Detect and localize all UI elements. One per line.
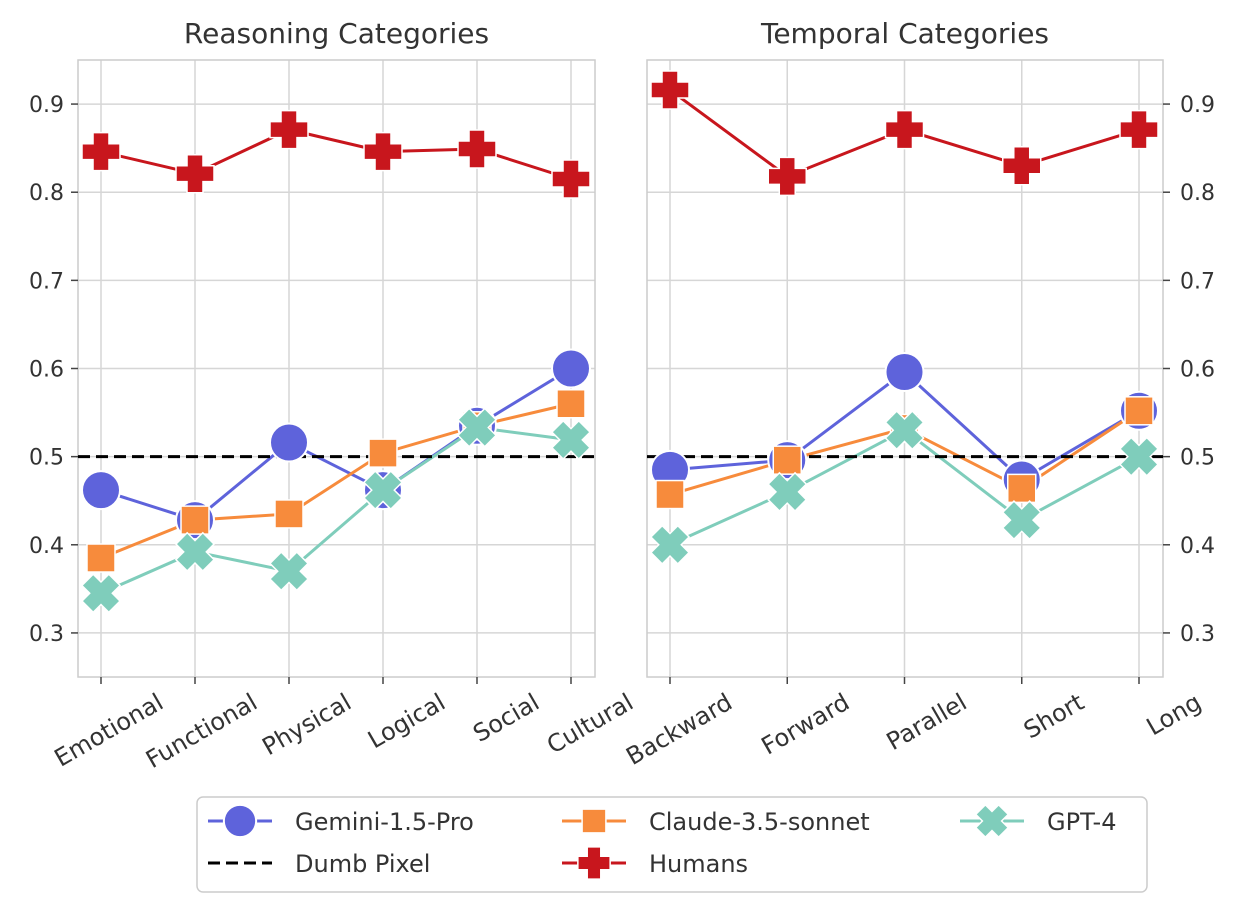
series-lines (100, 128, 572, 595)
point-gpt-4-logical (362, 469, 404, 511)
point-humans-backward (650, 70, 690, 110)
point-gpt-4-short (1001, 499, 1042, 541)
series-markers (649, 70, 1160, 565)
point-claude-3-5-sonnet-logical (368, 438, 398, 468)
legend: Gemini-1.5-Pro Claude-3.5-sonnet GPT-4 Dumb… (196, 796, 1148, 893)
y-tick-label: 0.5 (29, 446, 64, 471)
point-gemini-1-5-pro-cultural (551, 348, 591, 389)
legend-marker (222, 803, 258, 839)
legend-item-gemini-1-5-pro: Gemini-1.5-Pro (208, 803, 474, 839)
point-claude-3-5-sonnet-backward (655, 479, 685, 510)
point-gpt-4-cultural (550, 419, 592, 461)
point-humans-social (457, 129, 497, 169)
y-tick-label: 0.9 (1180, 93, 1215, 118)
legend-label: Humans (649, 850, 748, 878)
series-markers (80, 109, 592, 614)
point-claude-3-5-sonnet-cultural (556, 389, 586, 419)
legend-item-humans: Humans (562, 846, 748, 880)
x-tick-label-long: Long (1142, 688, 1206, 741)
x-tick-label-social: Social (468, 688, 544, 748)
point-claude-3-5-sonnet-forward (772, 445, 802, 475)
point-humans-functional (175, 153, 215, 194)
legend-marker (581, 808, 607, 834)
y-tick-label: 0.8 (1180, 181, 1215, 206)
legend-item-dumb-pixel: Dumb Pixel (208, 850, 430, 878)
x-tick-label-physical: Physical (257, 688, 356, 761)
y-tick-label: 0.8 (29, 181, 64, 206)
legend-marker (577, 846, 611, 880)
point-gemini-1-5-pro-emotional (81, 470, 121, 511)
y-tick-label: 0.3 (29, 622, 64, 647)
legend-label: Dumb Pixel (295, 850, 430, 878)
y-tick-label: 0.4 (29, 534, 64, 559)
point-humans-logical (363, 131, 403, 172)
y-tick-label: 0.4 (1180, 534, 1215, 559)
point-humans-emotional (81, 131, 121, 172)
point-claude-3-5-sonnet-short (1007, 473, 1037, 504)
legend-label: GPT-4 (1047, 808, 1116, 836)
point-gpt-4-physical (268, 551, 310, 592)
point-humans-physical (269, 109, 309, 150)
y-tick-label: 0.6 (29, 358, 64, 383)
series-line-gpt-4 (100, 425, 572, 595)
x-tick-label-backward: Backward (621, 688, 737, 771)
point-humans-cultural (551, 159, 591, 199)
temporal-panel: Temporal Categories 0.3 0.4 0.5 0.6 0.7 0.8 0.9… (621, 17, 1215, 771)
point-gpt-4-long (1118, 436, 1160, 477)
chart-title: Reasoning Categories (184, 17, 489, 50)
point-humans-forward (767, 156, 807, 197)
point-claude-3-5-sonnet-long (1124, 396, 1154, 426)
x-tick-label-parallel: Parallel (882, 688, 972, 756)
y-tick-label: 0.6 (1180, 358, 1215, 383)
y-tick-label: 0.7 (29, 269, 64, 294)
chart-title: Temporal Categories (760, 17, 1049, 50)
x-tick-label-short: Short (1019, 688, 1089, 744)
legend-label: Gemini-1.5-Pro (295, 808, 474, 836)
point-gpt-4-forward (767, 471, 808, 513)
legend-item-claude-3-5-sonnet: Claude-3.5-sonnet (562, 808, 870, 836)
point-humans-short (1002, 146, 1042, 186)
legend-frame (196, 796, 1148, 893)
point-claude-3-5-sonnet-functional (180, 505, 210, 535)
point-gemini-1-5-pro-parallel (884, 352, 925, 393)
series-line-claude-3-5-sonnet (100, 402, 572, 560)
x-tick-label-forward: Forward (757, 688, 855, 761)
point-gpt-4-parallel (884, 410, 925, 451)
point-gpt-4-social (456, 407, 498, 448)
y-tick-label: 0.3 (1180, 622, 1215, 647)
point-humans-parallel (884, 109, 925, 150)
reasoning-panel: Reasoning Categories 0.3 0.4 0.5 0.6 0.7 0.8 0.… (29, 17, 638, 774)
grid (78, 60, 595, 677)
point-gpt-4-functional (174, 531, 216, 572)
legend-marker (974, 803, 1010, 839)
y-tick-label: 0.9 (29, 93, 64, 118)
y-tick-label: 0.7 (1180, 269, 1215, 294)
point-gemini-1-5-pro-physical (269, 422, 309, 463)
legend-item-gpt-4: GPT-4 (960, 803, 1116, 839)
point-claude-3-5-sonnet-physical (274, 499, 304, 529)
point-humans-long (1119, 109, 1159, 150)
series-line-humans (100, 128, 572, 181)
y-tick-label: 0.5 (1180, 446, 1215, 471)
point-gpt-4-emotional (80, 573, 122, 614)
legend-label: Claude-3.5-sonnet (649, 808, 870, 836)
x-tick-label-logical: Logical (363, 688, 450, 754)
point-gpt-4-backward (649, 524, 691, 565)
series-line-gemini-1-5-pro (100, 367, 572, 522)
point-claude-3-5-sonnet-emotional (86, 543, 116, 573)
